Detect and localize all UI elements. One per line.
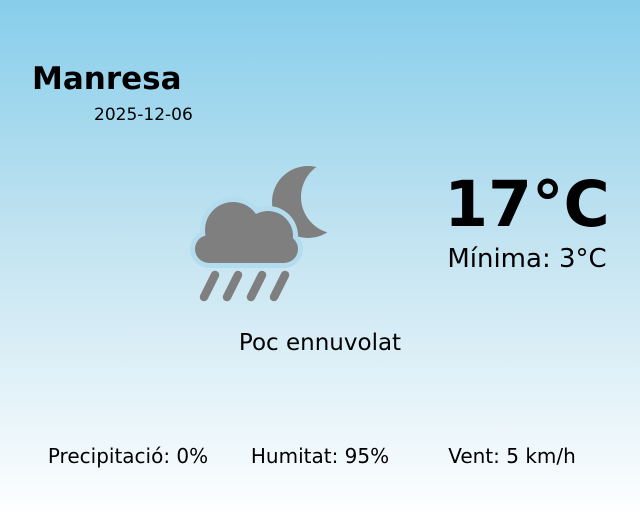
cloud-moon-rain-icon — [190, 166, 344, 302]
location-title: Manresa — [32, 61, 182, 97]
rain-icon — [199, 270, 290, 302]
min-temperature-label: Mínima: 3°C — [447, 244, 607, 274]
stat-humidity: Humitat: 95% — [250, 444, 390, 468]
stat-wind: Vent: 5 km/h — [448, 444, 576, 468]
stat-precipitation: Precipitació: 0% — [47, 444, 209, 468]
weather-icon — [185, 160, 345, 310]
date-label: 2025-12-06 — [94, 105, 193, 125]
condition-label: Poc ennuvolat — [238, 330, 402, 356]
temperature-value: 17°C — [444, 168, 610, 241]
temperature-block: 17°C Mínima: 3°C — [427, 0, 627, 512]
cloud-icon — [195, 202, 298, 263]
stats-row: Precipitació: 0% Humitat: 95% Vent: 5 km… — [0, 446, 640, 474]
